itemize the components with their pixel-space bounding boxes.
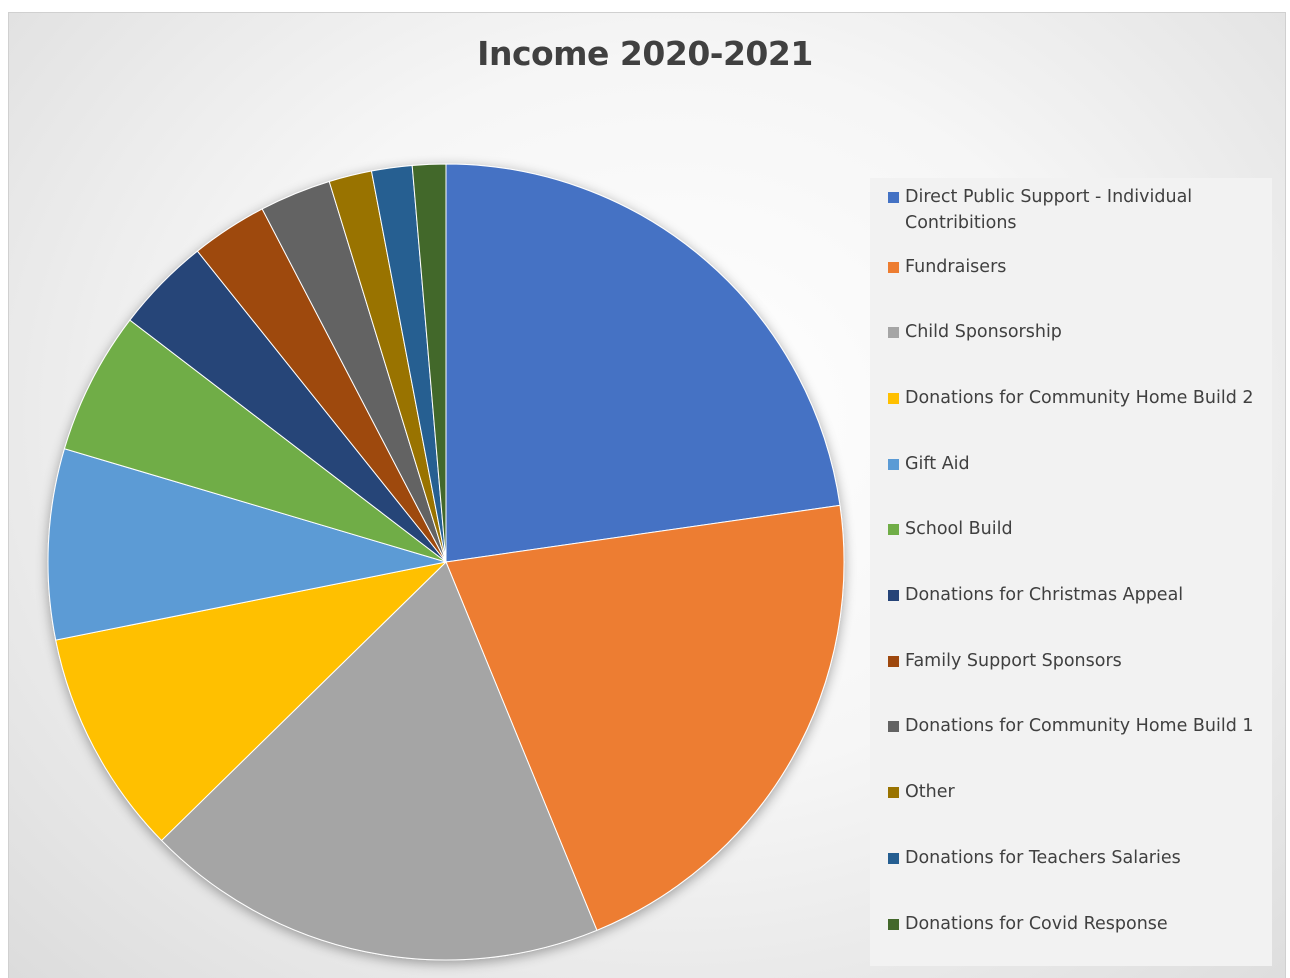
legend-item: Donations for Covid Response (888, 911, 1268, 937)
legend-item: Donations for Christmas Appeal (888, 582, 1268, 608)
legend-item: Family Support Sponsors (888, 648, 1268, 674)
legend-swatch (888, 327, 899, 338)
pie-slices (47, 163, 845, 961)
legend-item: Fundraisers (888, 254, 1268, 280)
pie-slice (445, 163, 841, 563)
pie-slice (411, 163, 447, 563)
legend-swatch (888, 919, 899, 930)
legend-label: Donations for Community Home Build 1 (905, 716, 1254, 736)
legend-item: Donations for Community Home Build 2 (888, 385, 1268, 411)
pie-slice (445, 504, 845, 931)
legend-label: Donations for Covid Response (905, 914, 1168, 934)
legend-swatch (888, 590, 899, 601)
chart-title: Income 2020-2021 (477, 34, 813, 73)
pie-slice (55, 561, 448, 842)
legend-swatch (888, 459, 899, 470)
legend-label: School Build (905, 519, 1013, 539)
pie-slice (63, 319, 447, 563)
legend-item: Donations for Teachers Salaries (888, 845, 1268, 871)
chart-legend: Direct Public Support - Individual Contr… (870, 178, 1272, 966)
legend-swatch (888, 787, 899, 798)
legend-swatch (888, 721, 899, 732)
legend-item: Gift Aid (888, 451, 1268, 477)
legend-item: School Build (888, 516, 1268, 542)
legend-swatch (888, 656, 899, 667)
pie-slice (160, 561, 598, 961)
legend-label: Donations for Teachers Salaries (905, 848, 1181, 868)
legend-label: Donations for Community Home Build 2 (905, 388, 1254, 408)
legend-item: Child Sponsorship (888, 319, 1268, 345)
legend-label: Gift Aid (905, 454, 970, 474)
legend-swatch (888, 192, 899, 203)
legend-label: Child Sponsorship (905, 322, 1062, 342)
legend-label: Other (905, 782, 955, 802)
legend-swatch (888, 524, 899, 535)
legend-label: Fundraisers (905, 257, 1007, 277)
legend-item: Donations for Community Home Build 1 (888, 713, 1268, 739)
legend-item: Direct Public Support - Individual Contr… (888, 184, 1268, 236)
legend-label: Direct Public Support - Individual Contr… (905, 187, 1193, 233)
legend-swatch (888, 853, 899, 864)
legend-swatch (888, 262, 899, 273)
pie-slice (47, 448, 447, 641)
legend-label: Family Support Sponsors (905, 651, 1122, 671)
legend-swatch (888, 393, 899, 404)
legend-label: Donations for Christmas Appeal (905, 585, 1184, 605)
legend-item: Other (888, 779, 1268, 805)
